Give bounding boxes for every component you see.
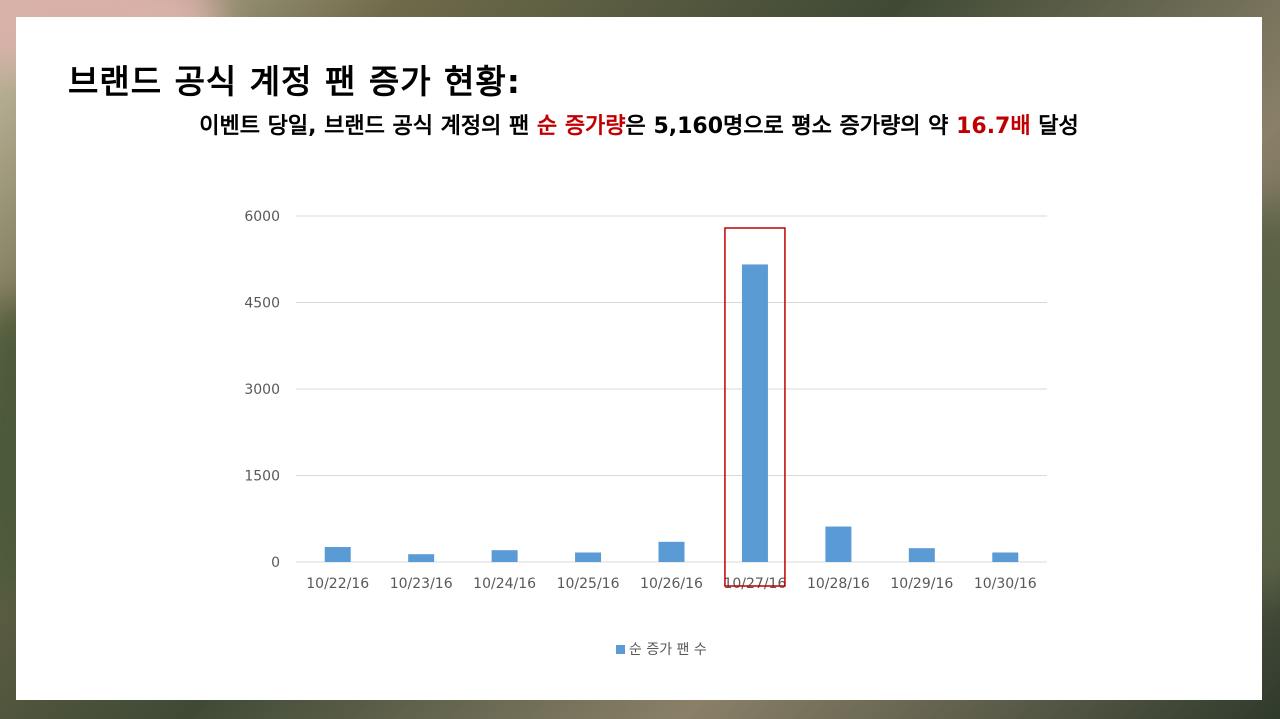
y-tick-label: 1500 (244, 469, 280, 485)
bar (908, 548, 935, 562)
subtitle-text: 은 5,160명으로 평소 증가량의 약 (625, 114, 957, 139)
x-tick-label: 10/22/16 (306, 576, 369, 592)
subtitle-text: 달성 (1030, 114, 1079, 139)
page-subtitle: 이벤트 당일, 브랜드 공식 계정의 팬 순 증가량은 5,160명으로 평소 … (16, 108, 1262, 140)
bar (825, 526, 852, 562)
x-tick-label: 10/25/16 (557, 576, 620, 592)
subtitle-text: 이벤트 당일, 브랜드 공식 계정의 팬 (199, 114, 537, 139)
bar (408, 554, 435, 562)
subtitle-highlight: 순 증가량 (536, 114, 626, 139)
bar-chart: 0 1500 3000 4500 6000 10/22/16 10/23/16 10/24/1… (244, 209, 1047, 592)
y-tick-label: 3000 (244, 382, 280, 398)
bar (324, 547, 351, 562)
x-tick-label: 10/24/16 (473, 576, 536, 592)
page-title: 브랜드 공식 계정 팬 증가 현황: (68, 62, 521, 101)
bar (992, 552, 1019, 562)
x-tick-label: 10/30/16 (974, 576, 1037, 592)
x-tick-label: 10/23/16 (390, 576, 453, 592)
y-tick-label: 0 (271, 555, 280, 571)
legend-swatch (616, 644, 625, 654)
bar (575, 552, 602, 562)
y-tick-label: 4500 (244, 296, 280, 312)
x-tick-label: 10/28/16 (807, 576, 870, 592)
chart-legend: 순 증가 팬 수 (616, 639, 707, 659)
highlight-box (724, 227, 786, 587)
legend-label: 순 증가 팬 수 (629, 642, 707, 658)
subtitle-highlight: 16.7배 (956, 114, 1031, 139)
x-tick-label: 10/26/16 (640, 576, 703, 592)
bar (741, 264, 768, 562)
slide-panel: 브랜드 공식 계정 팬 증가 현황: 이벤트 당일, 브랜드 공식 계정의 팬 … (16, 17, 1262, 700)
x-tick-label: 10/29/16 (890, 576, 953, 592)
bar (658, 541, 685, 562)
x-tick-label: 10/27/16 (723, 576, 786, 592)
bar (491, 550, 518, 562)
y-tick-label: 6000 (244, 209, 280, 225)
